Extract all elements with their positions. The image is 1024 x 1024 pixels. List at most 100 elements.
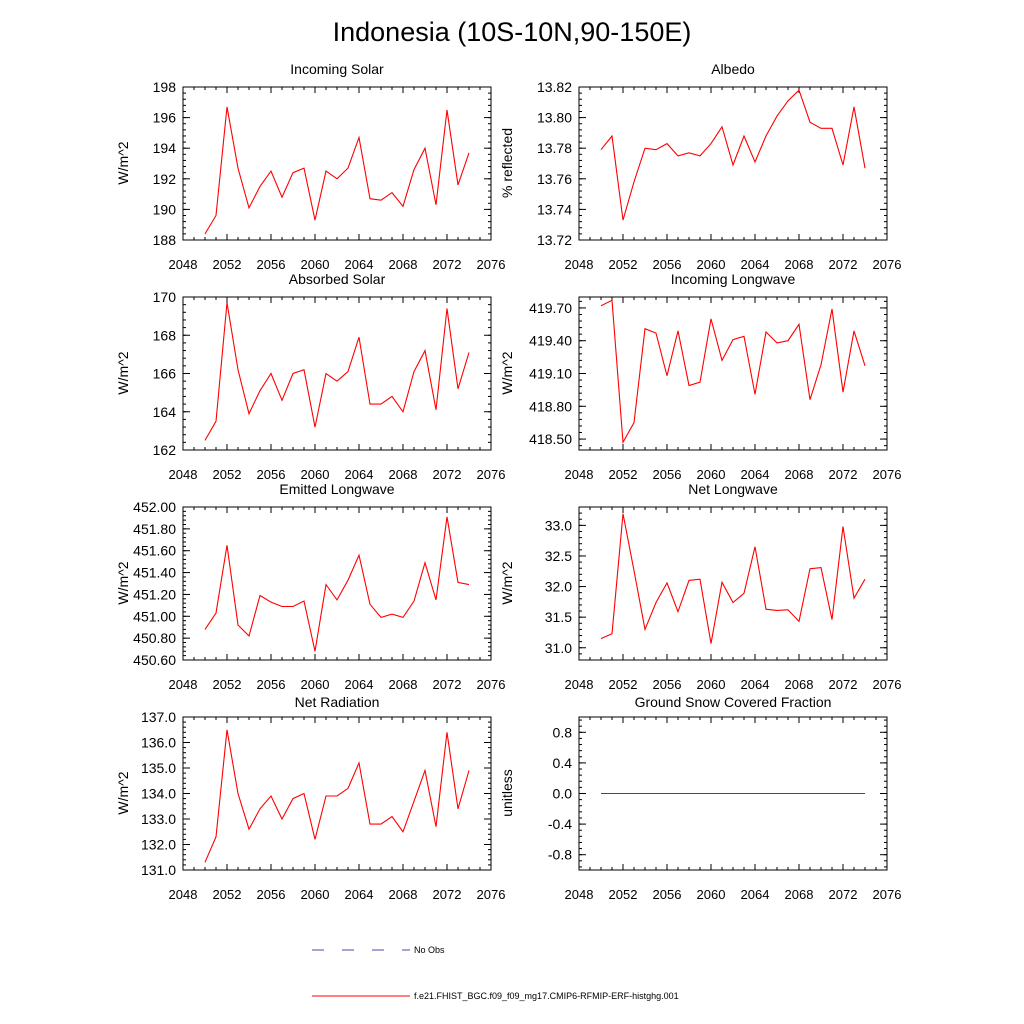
panel-title: Incoming Solar <box>290 61 384 77</box>
y-tick-label: 418.50 <box>529 431 572 447</box>
chart-panel: Net Longwave W/m^2 2048 2052 2056 2060 2064 206… <box>499 481 901 692</box>
y-tick-label: 0.4 <box>553 755 573 771</box>
x-tick-label: 2068 <box>785 257 814 272</box>
x-tick-label: 2056 <box>653 887 682 902</box>
x-tick-label: 2072 <box>433 257 462 272</box>
panel-title: Emitted Longwave <box>279 481 394 497</box>
x-tick-label: 2064 <box>345 467 374 482</box>
series-line <box>204 302 470 441</box>
y-tick-label: 194 <box>153 140 177 156</box>
y-tick-label: 137.0 <box>141 709 176 725</box>
x-tick-label: 2056 <box>653 257 682 272</box>
y-tick-label: 196 <box>153 110 177 126</box>
y-tick-label: -0.8 <box>548 847 572 863</box>
y-tick-label: 450.80 <box>133 630 176 646</box>
y-tick-label: 136.0 <box>141 735 176 751</box>
y-axis-label: unitless <box>499 769 515 816</box>
chart-panel: Emitted Longwave W/m^2 2048 2052 2056 2060 206… <box>115 481 505 692</box>
x-tick-label: 2076 <box>873 677 902 692</box>
y-tick-label: 190 <box>153 201 177 217</box>
x-tick-label: 2072 <box>829 257 858 272</box>
y-tick-label: 134.0 <box>141 786 176 802</box>
y-tick-label: 170 <box>153 289 177 305</box>
x-tick-label: 2056 <box>653 467 682 482</box>
x-tick-label: 2048 <box>565 887 594 902</box>
x-tick-label: 2056 <box>257 257 286 272</box>
y-tick-label: 31.5 <box>545 609 572 625</box>
y-tick-label: 418.80 <box>529 398 572 414</box>
x-tick-label: 2072 <box>829 677 858 692</box>
y-tick-label: 166 <box>153 366 177 382</box>
plot-frame <box>578 506 888 661</box>
y-axis-label: W/m^2 <box>115 141 131 184</box>
y-tick-label: 135.0 <box>141 760 176 776</box>
x-tick-label: 2052 <box>213 887 242 902</box>
chart-panel: Albedo % reflected 2048 2052 2056 2060 2064 206… <box>499 61 901 272</box>
series-line <box>204 729 470 863</box>
x-tick-label: 2068 <box>785 887 814 902</box>
x-tick-label: 2060 <box>697 677 726 692</box>
x-tick-label: 2076 <box>477 887 506 902</box>
x-tick-label: 2048 <box>169 677 198 692</box>
y-tick-label: 133.0 <box>141 811 176 827</box>
x-tick-label: 2076 <box>873 467 902 482</box>
x-tick-label: 2060 <box>697 257 726 272</box>
y-axis-label: W/m^2 <box>499 561 515 604</box>
legend-no-obs-label: No Obs <box>414 945 445 955</box>
y-tick-label: -0.4 <box>548 816 572 832</box>
x-tick-label: 2068 <box>785 677 814 692</box>
x-tick-label: 2048 <box>169 257 198 272</box>
x-tick-label: 2068 <box>389 677 418 692</box>
y-tick-label: 451.40 <box>133 565 176 581</box>
x-tick-label: 2064 <box>741 257 770 272</box>
x-tick-label: 2064 <box>345 677 374 692</box>
x-tick-label: 2056 <box>257 677 286 692</box>
y-axis-label: W/m^2 <box>115 561 131 604</box>
y-tick-label: 162 <box>153 442 177 458</box>
x-tick-label: 2052 <box>609 677 638 692</box>
x-tick-label: 2072 <box>433 677 462 692</box>
y-tick-label: 452.00 <box>133 499 176 515</box>
y-tick-label: 132.0 <box>141 837 176 853</box>
chart-panel: Ground Snow Covered Fraction unitless 2048… <box>499 694 901 902</box>
x-tick-label: 2064 <box>345 257 374 272</box>
chart-panel: Incoming Longwave W/m^2 2048 2052 2056 2060 20… <box>499 271 901 482</box>
x-tick-label: 2052 <box>609 467 638 482</box>
x-tick-label: 2072 <box>433 467 462 482</box>
y-tick-label: 188 <box>153 232 177 248</box>
y-tick-label: 13.74 <box>537 201 572 217</box>
x-tick-label: 2052 <box>609 887 638 902</box>
y-tick-label: 451.20 <box>133 586 176 602</box>
y-axis-label: W/m^2 <box>499 351 515 394</box>
y-tick-label: 164 <box>153 404 177 420</box>
x-tick-label: 2060 <box>301 677 330 692</box>
y-tick-label: 450.60 <box>133 652 176 668</box>
y-axis-label: W/m^2 <box>115 771 131 814</box>
y-tick-label: 33.0 <box>545 517 572 533</box>
y-tick-label: 0.0 <box>553 786 573 802</box>
x-tick-label: 2060 <box>301 467 330 482</box>
x-tick-label: 2048 <box>565 467 594 482</box>
y-tick-label: 451.80 <box>133 521 176 537</box>
panel-title: Incoming Longwave <box>671 271 796 287</box>
y-tick-label: 13.72 <box>537 232 572 248</box>
series-line <box>600 299 866 445</box>
x-tick-label: 2072 <box>433 887 462 902</box>
x-tick-label: 2060 <box>301 887 330 902</box>
y-axis-label: % reflected <box>499 128 515 198</box>
x-tick-label: 2068 <box>389 257 418 272</box>
series-line <box>600 89 866 221</box>
y-tick-label: 13.78 <box>537 140 572 156</box>
panels: Incoming Solar W/m^2 2048 2052 2056 2060 2064 2… <box>115 61 901 902</box>
x-tick-label: 2052 <box>213 467 242 482</box>
y-tick-label: 13.76 <box>537 171 572 187</box>
x-tick-label: 2076 <box>873 887 902 902</box>
x-tick-label: 2068 <box>389 887 418 902</box>
x-tick-label: 2060 <box>301 257 330 272</box>
x-tick-label: 2068 <box>785 467 814 482</box>
y-tick-label: 13.80 <box>537 110 572 126</box>
x-tick-label: 2056 <box>653 677 682 692</box>
y-tick-label: 419.70 <box>529 300 572 316</box>
y-tick-label: 451.60 <box>133 543 176 559</box>
